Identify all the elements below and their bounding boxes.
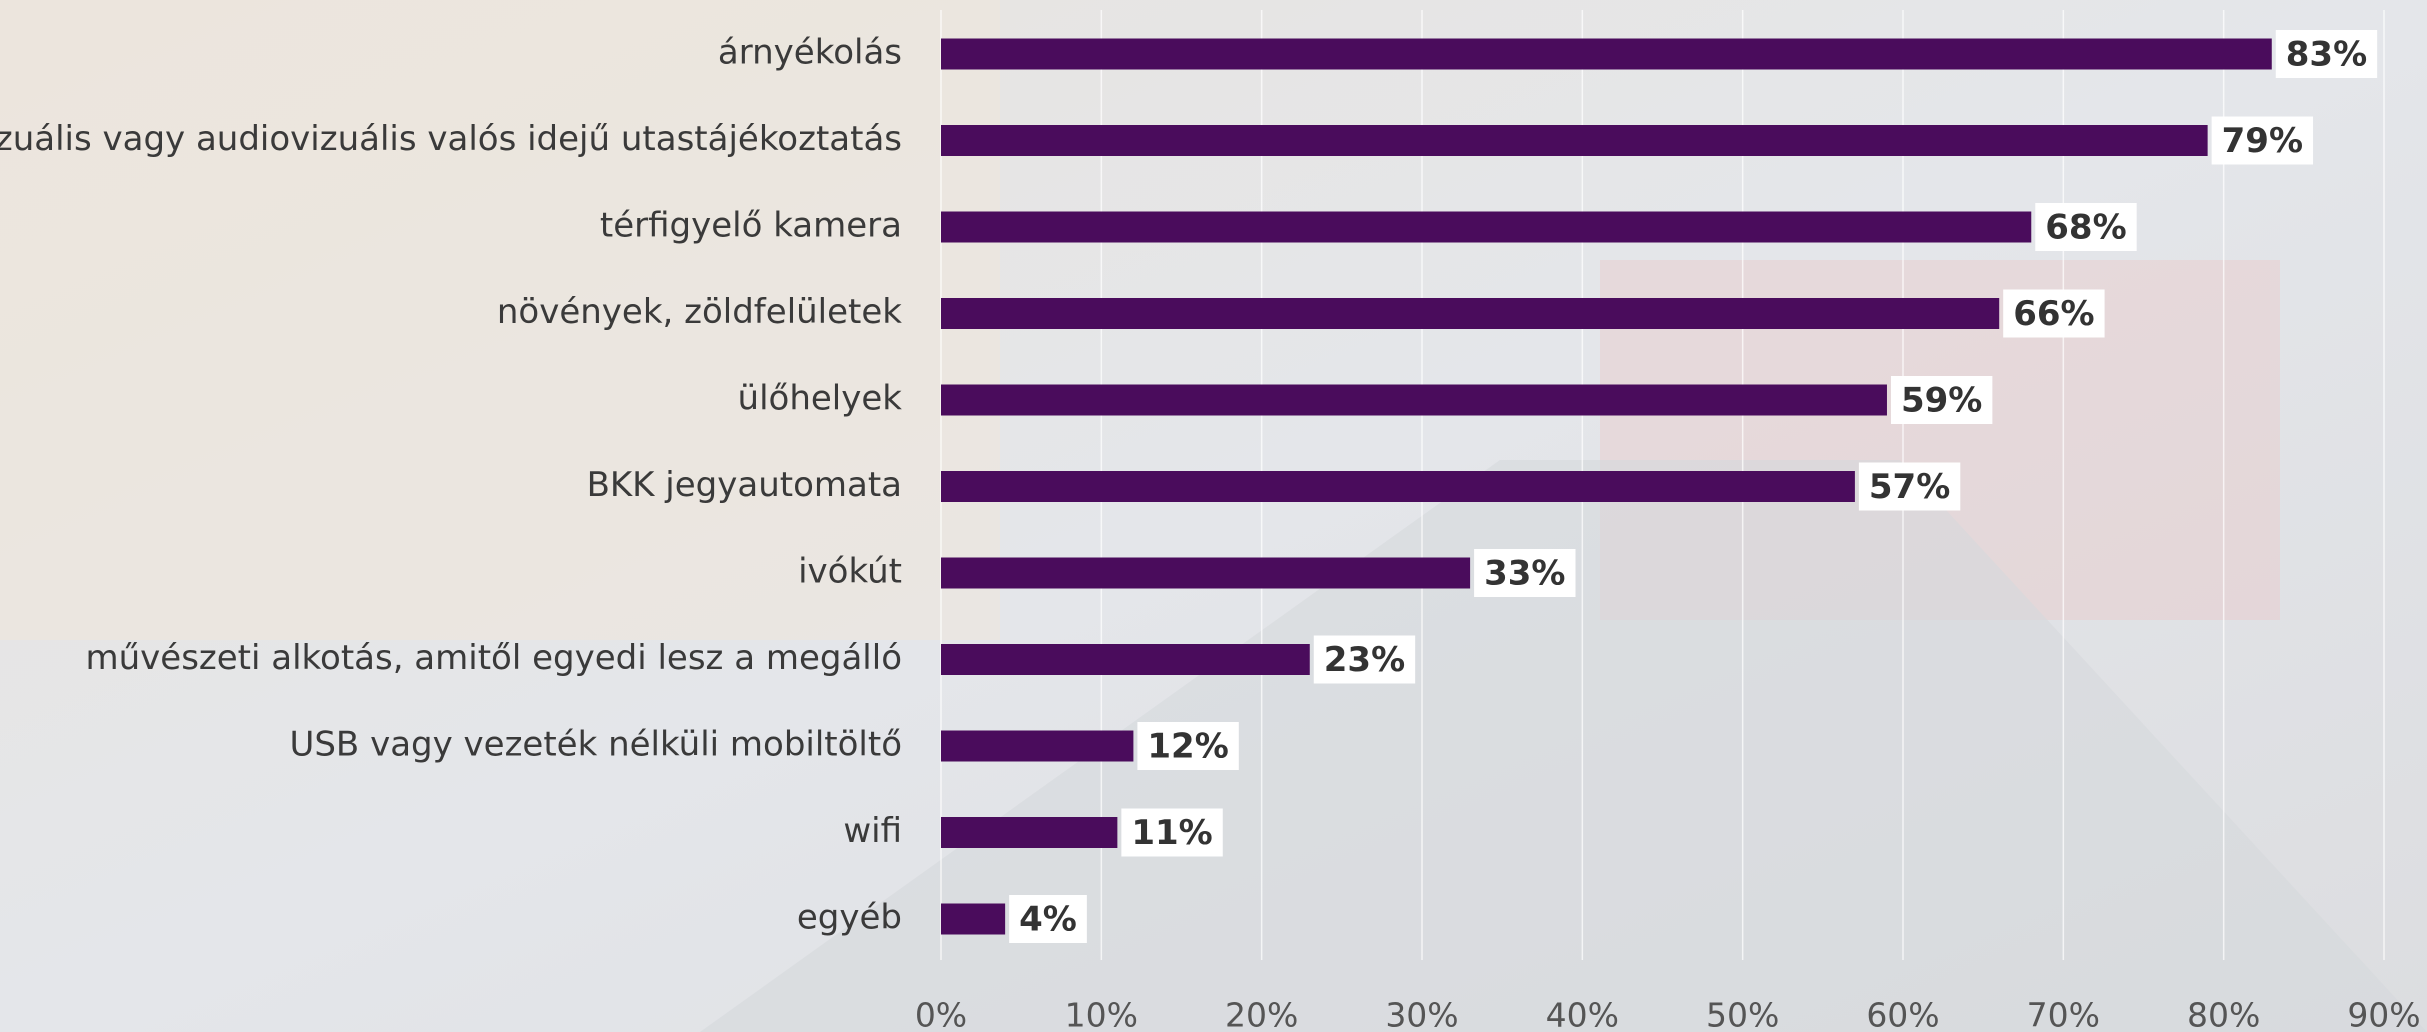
x-tick-label: 70% — [2027, 996, 2100, 1032]
x-tick-label: 60% — [1866, 996, 1939, 1032]
category-label: BKK jegyautomata — [587, 465, 902, 505]
category-label: vizuális vagy audiovizuális valós idejű … — [0, 119, 902, 159]
category-label: USB vagy vezeték nélküli mobiltöltő — [289, 725, 902, 765]
bar — [941, 904, 1005, 935]
x-tick-label: 10% — [1065, 996, 1138, 1032]
category-label: ülőhelyek — [738, 379, 903, 419]
value-label: 57% — [1869, 467, 1950, 507]
value-label: 66% — [2013, 294, 2094, 334]
value-label: 83% — [2286, 35, 2367, 75]
value-label: 4% — [1019, 900, 1077, 940]
x-tick-label: 80% — [2187, 996, 2260, 1032]
x-tick-label: 50% — [1706, 996, 1779, 1032]
value-label: 33% — [1484, 554, 1565, 594]
bar — [941, 471, 1855, 502]
bar — [941, 731, 1133, 762]
bar — [941, 817, 1117, 848]
bar — [941, 385, 1887, 416]
category-label: wifi — [843, 811, 902, 851]
value-label: 68% — [2045, 208, 2126, 248]
value-label: 12% — [1147, 727, 1228, 767]
category-label: ivókút — [798, 552, 902, 592]
bar — [941, 39, 2272, 70]
x-tick-label: 0% — [915, 996, 967, 1032]
x-tick-label: 30% — [1385, 996, 1458, 1032]
value-label: 59% — [1901, 381, 1982, 421]
value-label: 23% — [1324, 640, 1405, 680]
chart: 0% 10% 20% 30% 40% 50% 60% 70% 80% 90% árnyékolás 8… — [0, 0, 2427, 1032]
bar — [941, 125, 2208, 156]
bar — [941, 212, 2031, 243]
x-tick-label: 20% — [1225, 996, 1298, 1032]
bar — [941, 298, 1999, 329]
value-label: 11% — [1131, 813, 1212, 853]
category-label: művészeti alkotás, amitől egyedi lesz a … — [85, 638, 902, 678]
category-label: növények, zöldfelületek — [497, 292, 902, 332]
category-label: árnyékolás — [718, 33, 902, 73]
category-label: egyéb — [797, 898, 902, 938]
bar — [941, 558, 1470, 589]
value-label: 79% — [2222, 121, 2303, 161]
category-label: térfigyelő kamera — [600, 206, 902, 246]
x-tick-label: 90% — [2347, 996, 2420, 1032]
bar — [941, 644, 1310, 675]
x-tick-label: 40% — [1546, 996, 1619, 1032]
